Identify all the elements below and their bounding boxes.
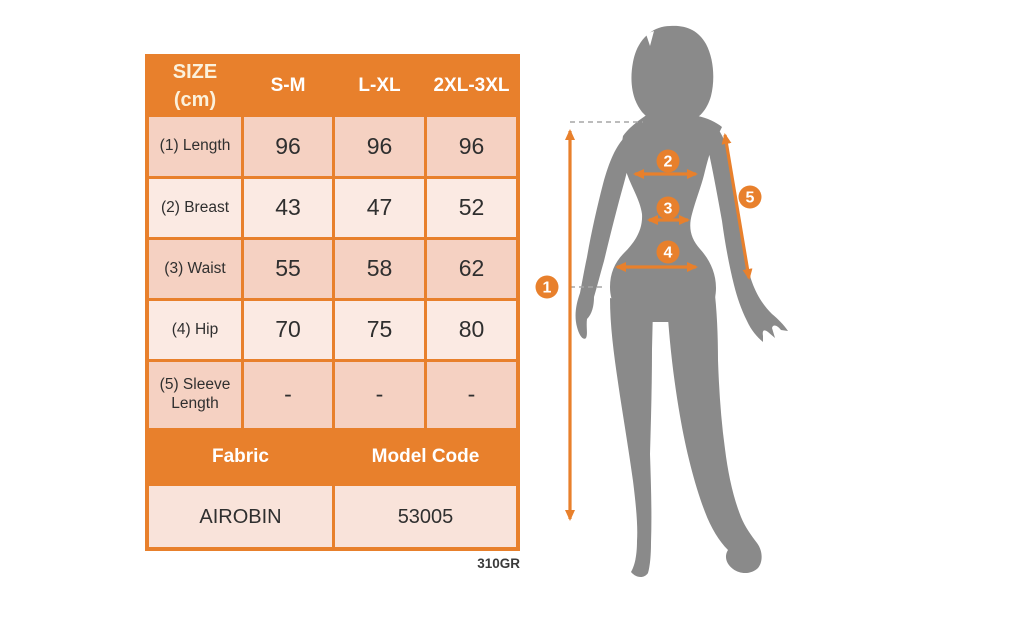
size-unit-header: SIZE (cm) bbox=[149, 58, 241, 114]
column-header-l-xl: L-XL bbox=[335, 58, 424, 114]
fabric-header: Fabric bbox=[149, 431, 332, 483]
row-label-waist: (3) Waist bbox=[149, 240, 241, 298]
body-measurement-diagram: 1 2 3 4 5 bbox=[535, 25, 788, 578]
marker-4-label: 4 bbox=[664, 245, 673, 262]
model-code-value: 53005 bbox=[335, 486, 516, 547]
value-hip-lxl: 75 bbox=[335, 301, 424, 359]
value-hip-2xl3xl: 80 bbox=[427, 301, 516, 359]
value-breast-2xl3xl: 52 bbox=[427, 179, 516, 237]
model-code-header: Model Code bbox=[335, 431, 516, 483]
value-waist-sm: 55 bbox=[244, 240, 332, 298]
value-sleeve-sm: - bbox=[244, 362, 332, 428]
body-silhouette bbox=[575, 25, 788, 578]
marker-4: 4 bbox=[656, 240, 680, 264]
value-length-2xl3xl: 96 bbox=[427, 117, 516, 176]
value-hip-sm: 70 bbox=[244, 301, 332, 359]
size-table: SIZE (cm) S-M L-XL 2XL-3XL (1) Length 96… bbox=[145, 54, 520, 551]
row-label-sleeve-length: (5) Sleeve Length bbox=[149, 362, 241, 428]
value-breast-sm: 43 bbox=[244, 179, 332, 237]
silhouette-left-arm bbox=[575, 136, 629, 339]
marker-1-label: 1 bbox=[543, 280, 552, 297]
value-sleeve-lxl: - bbox=[335, 362, 424, 428]
marker-badges: 1 2 3 4 5 bbox=[535, 149, 762, 299]
marker-2: 2 bbox=[656, 149, 680, 173]
silhouette-left-leg bbox=[610, 298, 653, 578]
weight-note: 310GR bbox=[477, 556, 520, 571]
silhouette-right-arm bbox=[707, 123, 788, 342]
marker-3-label: 3 bbox=[664, 201, 673, 218]
silhouette-head bbox=[631, 25, 714, 123]
sleeve-arrow bbox=[721, 133, 753, 280]
marker-5: 5 bbox=[738, 185, 762, 209]
marker-1: 1 bbox=[535, 275, 559, 299]
marker-5-label: 5 bbox=[746, 190, 755, 207]
marker-3: 3 bbox=[656, 196, 680, 220]
value-waist-lxl: 58 bbox=[335, 240, 424, 298]
value-length-sm: 96 bbox=[244, 117, 332, 176]
row-label-length: (1) Length bbox=[149, 117, 241, 176]
row-label-hip: (4) Hip bbox=[149, 301, 241, 359]
silhouette-right-leg bbox=[666, 286, 762, 574]
fabric-value: AIROBIN bbox=[149, 486, 332, 547]
value-length-lxl: 96 bbox=[335, 117, 424, 176]
column-header-2xl-3xl: 2XL-3XL bbox=[427, 58, 516, 114]
value-sleeve-2xl3xl: - bbox=[427, 362, 516, 428]
column-header-s-m: S-M bbox=[244, 58, 332, 114]
marker-2-label: 2 bbox=[664, 154, 673, 171]
value-waist-2xl3xl: 62 bbox=[427, 240, 516, 298]
row-label-breast: (2) Breast bbox=[149, 179, 241, 237]
value-breast-lxl: 47 bbox=[335, 179, 424, 237]
silhouette-hair-notch bbox=[646, 31, 654, 46]
measurement-arrows bbox=[565, 129, 753, 521]
